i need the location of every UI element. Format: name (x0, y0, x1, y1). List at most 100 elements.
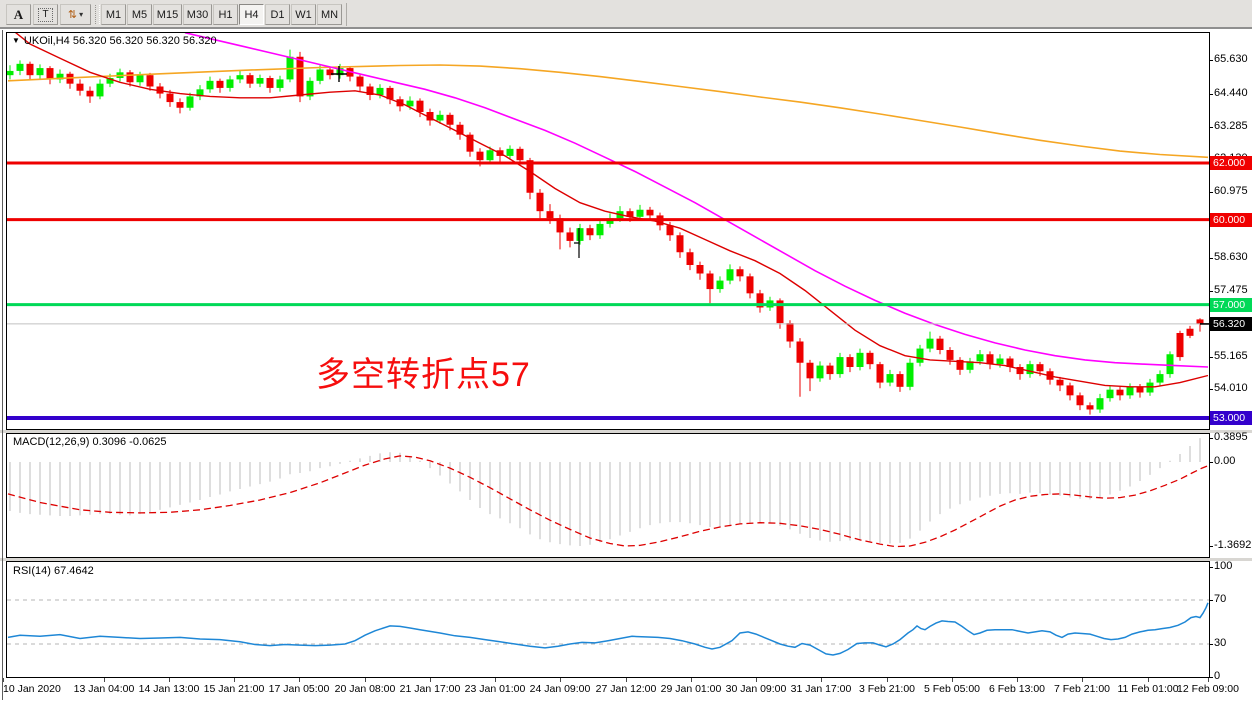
timeframe-button-m30[interactable]: M30 (183, 4, 212, 25)
timeframe-button-mn[interactable]: MN (317, 4, 342, 25)
date-tickmark (104, 678, 105, 682)
macd-tick-0.00: 0.00 (1214, 455, 1236, 467)
main-price-panel[interactable] (6, 32, 1210, 430)
candle-body (1196, 319, 1204, 324)
macd-header: MACD(12,26,9) 0.3096 -0.0625 (13, 436, 167, 448)
candle-body (666, 225, 674, 236)
date-tickmark (234, 678, 235, 682)
candle-body (466, 134, 474, 152)
macd-tick--1.3692-tickmark (1209, 546, 1213, 547)
candle-body (566, 232, 574, 241)
candle-body (236, 75, 244, 80)
candle-body (676, 235, 684, 253)
price-tick-65.630-tickmark (1209, 60, 1213, 61)
rsi-tick-30-tickmark (1209, 644, 1213, 645)
candle-body (576, 228, 584, 241)
candle-body (706, 273, 714, 290)
candle-body (506, 148, 514, 156)
toolbar-grip[interactable] (95, 5, 100, 24)
vline-marker[interactable] (574, 228, 580, 258)
timeframe-button-h4[interactable]: H4 (239, 4, 264, 25)
timeframe-button-m1[interactable]: M1 (101, 4, 126, 25)
date-label: 10 Jan 2020 (3, 683, 61, 695)
timeframe-button-m15[interactable]: M15 (153, 4, 182, 25)
price-tick-57.475-tickmark (1209, 291, 1213, 292)
date-tickmark (887, 678, 888, 682)
date-tickmark (1082, 678, 1083, 682)
objects-dropdown-button[interactable]: ⇅ ▾ (60, 4, 91, 25)
price-tick-58.630: 58.630 (1214, 251, 1248, 263)
price-tick-54.010: 54.010 (1214, 382, 1248, 394)
candle-body (36, 68, 44, 76)
candle-body (1156, 374, 1164, 383)
candle-body (536, 192, 544, 212)
candle-body (1126, 386, 1134, 396)
candle-body (876, 364, 884, 383)
date-tickmark (691, 678, 692, 682)
candle-body (926, 338, 934, 349)
rsi-panel[interactable] (6, 561, 1210, 678)
timeframe-button-w1[interactable]: W1 (291, 4, 316, 25)
macd-signal-line (7, 455, 1209, 548)
ma-magenta-line (184, 33, 1209, 368)
date-tickmark (756, 678, 757, 682)
chart-title: ▼ UKOil,H4 56.320 56.320 56.320 56.320 (12, 35, 217, 47)
date-label: 31 Jan 17:00 (790, 683, 852, 695)
chart-annotation-text: 多空转折点57 (316, 356, 531, 394)
macd-panel[interactable] (6, 433, 1210, 558)
candle-body (956, 359, 964, 370)
date-label: 27 Jan 12:00 (595, 683, 657, 695)
candle-body (546, 211, 554, 219)
date-label: 17 Jan 05:00 (268, 683, 330, 695)
candle-body (856, 352, 864, 367)
cross-marker[interactable] (331, 66, 347, 82)
candle-body (1066, 385, 1074, 396)
candle-body (426, 112, 434, 121)
timeframe-button-m5[interactable]: M5 (127, 4, 152, 25)
date-label: 30 Jan 09:00 (725, 683, 787, 695)
panel-splitter[interactable] (0, 430, 1252, 433)
panel-splitter[interactable] (0, 558, 1252, 561)
candle-body (206, 80, 214, 90)
candle-body (246, 75, 254, 84)
candle-body (296, 56, 304, 97)
timeframe-button-h1[interactable]: H1 (213, 4, 238, 25)
rsi-tick-100-tickmark (1209, 567, 1213, 568)
candle-body (1096, 398, 1104, 410)
price-badge-53.000: 53.000 (1210, 411, 1252, 425)
candle-body (406, 100, 414, 107)
candle-body (526, 160, 534, 193)
main-chart-layer (7, 33, 1209, 420)
date-tickmark (169, 678, 170, 682)
candle-body (626, 211, 634, 217)
candle-body (646, 209, 654, 216)
candle-body (936, 338, 944, 350)
price-tick-58.630-tickmark (1209, 258, 1213, 259)
timeframe-button-d1[interactable]: D1 (265, 4, 290, 25)
candle-body (266, 78, 274, 88)
date-label: 7 Feb 21:00 (1053, 683, 1111, 695)
macd-tick-0.3895: 0.3895 (1214, 431, 1248, 443)
candle-body (916, 348, 924, 363)
text-box-button[interactable]: T (33, 4, 58, 25)
date-tickmark (560, 678, 561, 682)
candle-body (736, 269, 744, 277)
symbol-dropdown-icon[interactable]: ▼ (12, 36, 20, 45)
candle-body (96, 83, 104, 97)
price-tick-60.975: 60.975 (1214, 185, 1248, 197)
candle-body (416, 100, 424, 113)
candle-body (326, 69, 334, 76)
date-label: 5 Feb 05:00 (923, 683, 981, 695)
price-badge-57.000: 57.000 (1210, 298, 1252, 312)
text-label-button[interactable]: A (6, 4, 31, 25)
date-label: 12 Feb 09:00 (1177, 683, 1239, 695)
price-tick-64.440: 64.440 (1214, 87, 1248, 99)
candle-body (1006, 358, 1014, 367)
date-tickmark (1017, 678, 1018, 682)
candle-body (1086, 405, 1094, 410)
candle-body (976, 354, 984, 362)
candle-body (746, 276, 754, 294)
candle-body (66, 73, 74, 84)
candle-body (16, 63, 24, 71)
